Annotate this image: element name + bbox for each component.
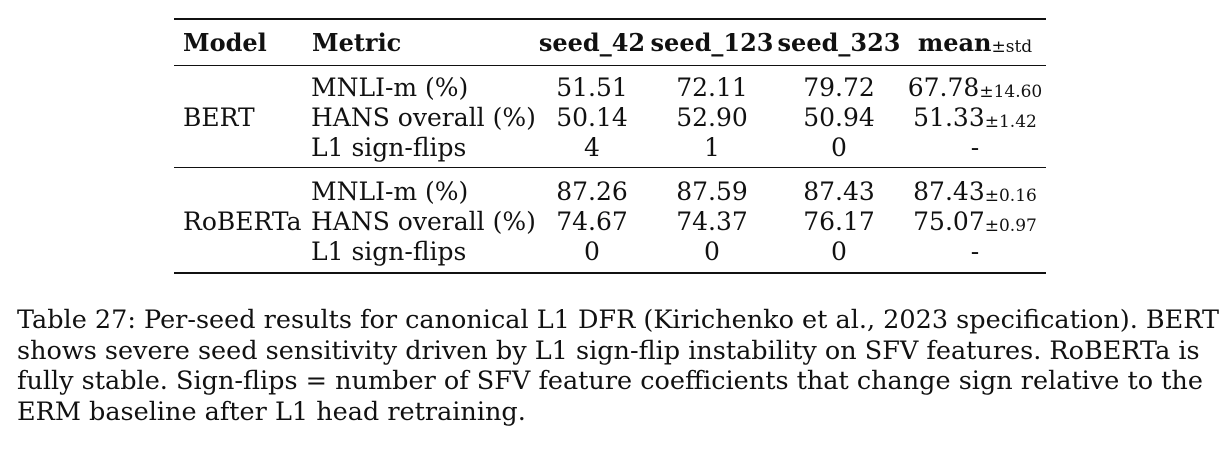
model-label-roberta: RoBERTa (183, 207, 302, 236)
value-cell: 1 (704, 133, 720, 162)
mean-cell: 67.78±14.60 (907, 73, 1043, 102)
std-value: ±0.97 (984, 216, 1037, 236)
header-rule (174, 65, 1046, 67)
value-cell: 50.94 (803, 103, 875, 132)
value-cell: 0 (831, 133, 847, 162)
metric-cell: MNLI-m (%) (311, 177, 469, 206)
caption-line: Table 27: Per-seed results for canonical… (17, 305, 1220, 335)
value-cell: 50.14 (556, 103, 628, 132)
header-std: ±std (991, 37, 1033, 57)
value-cell: 74.67 (556, 207, 628, 236)
table-top-rule (174, 18, 1046, 20)
header-seed-123: seed_123 (650, 28, 774, 57)
header-mean-std: mean±std (917, 28, 1033, 57)
metric-cell: L1 sign-flips (311, 237, 467, 266)
metric-cell: HANS overall (%) (311, 207, 536, 236)
header-seed-42: seed_42 (538, 28, 646, 57)
model-label-bert: BERT (183, 103, 255, 132)
value-cell: 76.17 (803, 207, 875, 236)
value-cell: 4 (584, 133, 600, 162)
mean-value: 67.78 (907, 73, 980, 102)
value-cell: 0 (704, 237, 720, 266)
mean-cell: - (970, 133, 980, 162)
table-caption: Table 27: Per-seed results for canonical… (17, 305, 1220, 427)
caption-line: fully stable. Sign-flips = number of SFV… (17, 366, 1203, 396)
value-cell: 74.37 (676, 207, 748, 236)
value-cell: 87.43 (803, 177, 875, 206)
value-cell: 79.72 (803, 73, 875, 102)
mean-value: 75.07 (913, 207, 985, 236)
value-cell: 51.51 (556, 73, 628, 102)
std-value: ±1.42 (984, 112, 1037, 132)
caption-line: ERM baseline after L1 head retraining. (17, 396, 526, 427)
header-seed-323: seed_323 (777, 28, 901, 57)
table-bottom-rule (174, 272, 1046, 274)
caption-line: shows severe seed sensitivity driven by … (17, 335, 1200, 366)
value-cell: 87.26 (556, 177, 628, 206)
value-cell: 87.59 (676, 177, 748, 206)
metric-cell: L1 sign-flips (311, 133, 467, 162)
std-value: ±14.60 (979, 82, 1043, 102)
value-cell: 52.90 (676, 103, 748, 132)
mean-cell: 87.43±0.16 (913, 177, 1037, 206)
std-value: ±0.16 (984, 186, 1037, 206)
mean-cell: - (970, 237, 980, 266)
mean-value: 87.43 (913, 177, 985, 206)
header-mean: mean (917, 28, 992, 57)
mean-cell: 51.33±1.42 (913, 103, 1037, 132)
header-model: Model (183, 28, 267, 57)
value-cell: 0 (831, 237, 847, 266)
mean-value: 51.33 (913, 103, 985, 132)
metric-cell: MNLI-m (%) (311, 73, 469, 102)
group-divider-rule (174, 167, 1046, 169)
metric-cell: HANS overall (%) (311, 103, 536, 132)
value-cell: 0 (584, 237, 600, 266)
header-metric: Metric (312, 28, 402, 57)
value-cell: 72.11 (676, 73, 748, 102)
mean-cell: 75.07±0.97 (913, 207, 1037, 236)
